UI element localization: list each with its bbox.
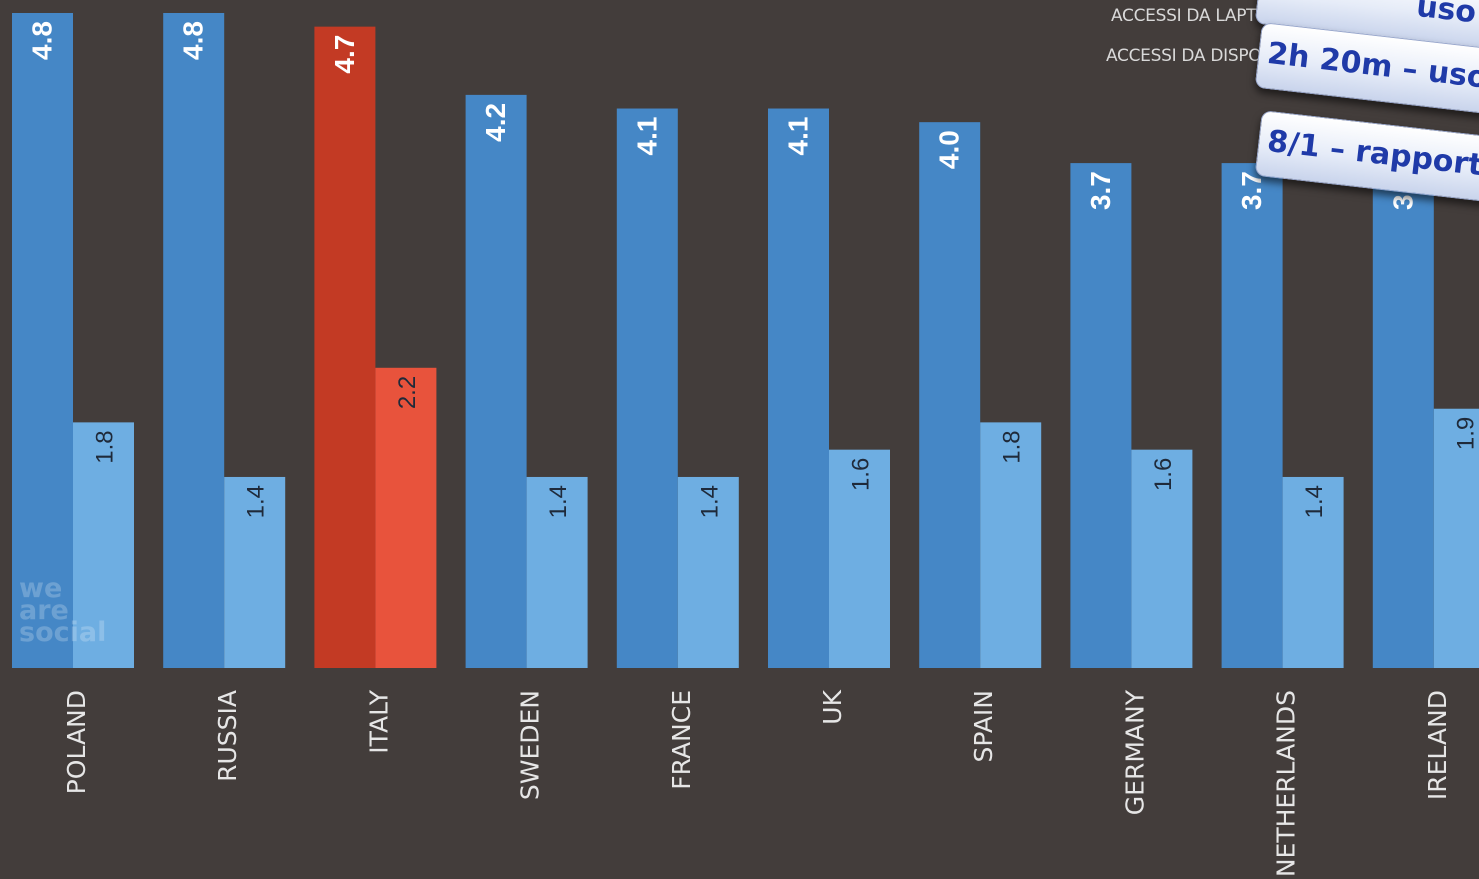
bar-mobile-france [677,476,739,668]
category-label-sweden: SWEDEN [516,690,545,800]
category-label-ireland: IRELAND [1423,690,1452,800]
value-label-mobile-russia: 1.4 [243,485,270,518]
value-label-mobile-france: 1.4 [696,485,723,518]
value-label-mobile-uk: 1.6 [848,458,875,491]
bar-laptop-france [616,108,678,669]
callout-text: 2h 20m – uso [1265,35,1479,96]
watermark-line: social [19,617,107,648]
watermark-line: we [19,573,63,604]
value-label-mobile-poland: 1.8 [92,430,119,463]
bar-mobile-russia [224,476,286,668]
value-label-mobile-italy: 2.2 [394,376,421,409]
bar-mobile-italy [375,367,437,668]
we-are-social-watermark: we are social [19,573,107,648]
value-label-mobile-spain: 1.8 [999,430,1026,463]
value-label-laptop-poland: 4.8 [27,21,58,60]
bar-laptop-netherlands [1221,163,1283,668]
bar-laptop-russia [163,13,225,668]
callout-text: 8/1 – rapport [1265,123,1479,184]
watermark-line: are [19,595,69,626]
category-label-italy: ITALY [364,689,393,753]
bar-laptop-italy [314,26,376,669]
bar-mobile-sweden [526,476,588,668]
value-label-laptop-russia: 4.8 [178,21,209,60]
bar-mobile-uk [829,449,890,668]
bar-laptop-sweden [465,94,527,668]
value-label-laptop-germany: 3.7 [1085,171,1116,210]
bar-mobile-poland [73,422,134,668]
bar-laptop-ireland [1372,163,1434,668]
category-label-russia: RUSSIA [213,690,242,782]
bar-laptop-uk [768,108,829,669]
value-label-laptop-spain: 4.0 [934,130,965,169]
bar-laptop-germany [1070,163,1132,668]
value-label-mobile-ireland: 1.9 [1452,417,1479,450]
value-label-laptop-sweden: 4.2 [480,103,511,142]
category-label-netherlands: NETHERLANDS [1272,690,1301,877]
value-label-laptop-netherlands: 3.7 [1236,171,1267,210]
category-label-germany: GERMANY [1120,689,1149,815]
category-label-poland: POLAND [62,690,91,794]
value-label-laptop-uk: 4.1 [783,117,814,156]
bar-laptop-poland [12,13,73,668]
bar-laptop-spain [919,122,981,668]
category-label-uk: UK [818,689,847,724]
value-label-mobile-germany: 1.6 [1150,458,1177,491]
value-label-laptop-italy: 4.7 [329,35,360,74]
bar-mobile-netherlands [1282,476,1344,668]
bar-mobile-germany [1131,449,1193,668]
category-label-spain: SPAIN [969,690,998,763]
value-label-laptop-france: 4.1 [631,117,662,156]
category-label-france: FRANCE [667,690,696,790]
value-label-mobile-netherlands: 1.4 [1301,485,1328,518]
bar-mobile-ireland [1433,408,1479,668]
value-label-mobile-sweden: 1.4 [545,485,572,518]
bar-mobile-spain [980,422,1042,668]
